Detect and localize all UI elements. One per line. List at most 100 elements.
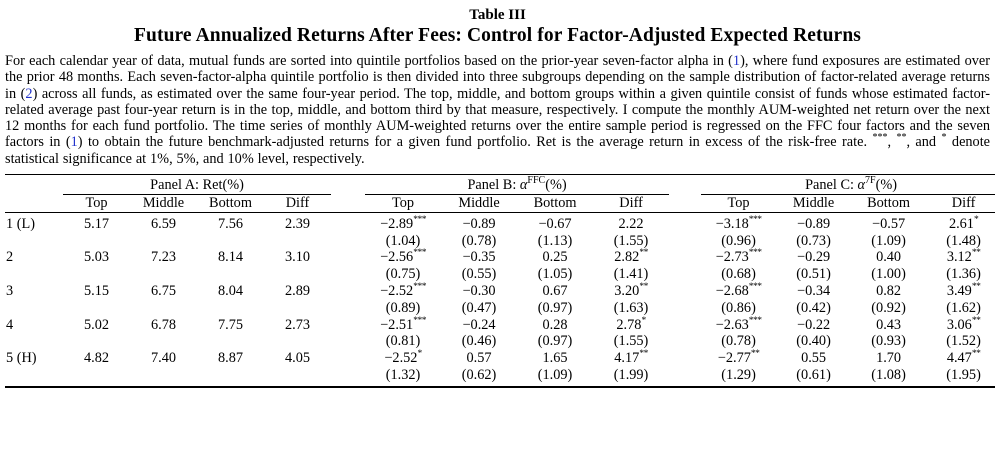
significance-stars: ** bbox=[896, 132, 907, 144]
cell-se-ffc: (0.62) bbox=[441, 367, 518, 388]
panel-gap bbox=[331, 266, 365, 283]
cell-alpha-ffc: 1.65 bbox=[542, 350, 568, 367]
col-header-top: Top bbox=[701, 194, 777, 213]
cell-se-7f: (1.09) bbox=[871, 232, 906, 249]
cell-se-ffc: (1.05) bbox=[537, 266, 573, 283]
panel-gap bbox=[669, 174, 702, 195]
cell-alpha-ffc: 2.22 bbox=[618, 215, 644, 232]
table-row-estimates: 2 5.03 7.23 8.14 3.10 −2.56*** −0.35 0.25 2.82**… bbox=[5, 249, 995, 266]
cell-se-ffc: (1.32) bbox=[365, 367, 442, 388]
cell-empty bbox=[197, 300, 264, 317]
cell-se-7f: (1.08) bbox=[851, 367, 927, 388]
significance-stars: ** bbox=[971, 349, 981, 360]
panel-gap bbox=[331, 194, 366, 213]
cell-empty bbox=[197, 266, 264, 283]
cell-ret: 6.59 bbox=[150, 215, 177, 232]
cell-alpha-7f: 0.43 bbox=[876, 316, 902, 333]
cell-se-ffc: (1.13) bbox=[537, 232, 573, 249]
panel-gap bbox=[331, 283, 365, 300]
cell-se-7f: (0.51) bbox=[796, 266, 831, 283]
panel-c-header: Panel C: α7F(%) bbox=[701, 174, 995, 195]
significance-stars: ** bbox=[639, 349, 648, 360]
panel-a-prefix: Panel A: bbox=[150, 176, 203, 193]
cell-se-ffc: (0.97) bbox=[537, 333, 573, 350]
cell-se-ffc: (1.63) bbox=[613, 299, 649, 316]
panel-a-header: Panel A: Ret(%) bbox=[63, 174, 332, 195]
panel-gap bbox=[669, 283, 701, 300]
table-row-estimates: 1 (L) 5.17 6.59 7.56 2.39 −2.89*** −0.89 −0.67 2… bbox=[5, 212, 995, 232]
cell-se-7f: (0.86) bbox=[721, 299, 756, 316]
table-description: For each calendar year of data, mutual f… bbox=[5, 53, 991, 167]
cell-alpha-ffc: 4.17** bbox=[614, 349, 648, 367]
cell-se-7f: (0.78) bbox=[721, 333, 756, 350]
equation-link[interactable]: 2 bbox=[25, 85, 33, 102]
cell-se-7f: (0.73) bbox=[796, 232, 831, 249]
cell-ret: 2.89 bbox=[285, 283, 311, 300]
panel-gap bbox=[669, 317, 701, 334]
cell-se-ffc: (1.09) bbox=[517, 367, 594, 388]
col-header-top: Top bbox=[63, 194, 130, 213]
cell-alpha-ffc: −2.51*** bbox=[380, 315, 426, 333]
panel-gap bbox=[331, 249, 365, 266]
results-table: Panel A: Ret(%) Panel B: αFFC(%) Panel C… bbox=[5, 174, 995, 388]
cell-alpha-7f: −2.63*** bbox=[715, 315, 762, 333]
col-header-diff: Diff bbox=[593, 194, 670, 213]
panel-gap bbox=[331, 174, 366, 195]
panel-gap bbox=[331, 212, 365, 232]
cell-ret: 5.03 bbox=[83, 249, 110, 266]
significance-stars: *** bbox=[748, 215, 762, 226]
cell-alpha-7f: −0.89 bbox=[797, 215, 831, 232]
col-header-top: Top bbox=[365, 194, 442, 213]
table-row-standard-errors: (0.81) (0.46) (0.97) (1.55) (0.78) (0.40) (0.9… bbox=[5, 333, 995, 350]
significance-stars: ** bbox=[750, 349, 760, 360]
cell-se-ffc: (0.75) bbox=[385, 266, 421, 283]
cell-empty bbox=[264, 300, 331, 317]
significance-stars: *** bbox=[413, 315, 426, 326]
cell-se-7f: (1.52) bbox=[946, 333, 981, 350]
cell-se-ffc: (0.55) bbox=[461, 266, 497, 283]
cell-empty bbox=[130, 233, 197, 250]
panel-c-symbol: α bbox=[857, 176, 866, 193]
cell-ret: 5.17 bbox=[83, 215, 110, 232]
cell-alpha-7f: 1.70 bbox=[876, 350, 902, 367]
cell-alpha-ffc: −2.56*** bbox=[380, 248, 426, 266]
cell-empty bbox=[130, 333, 197, 350]
cell-alpha-7f: 0.40 bbox=[876, 249, 902, 266]
panel-gap bbox=[331, 317, 365, 334]
panel-gap bbox=[669, 266, 701, 283]
cell-alpha-ffc: 0.28 bbox=[542, 316, 568, 333]
panel-gap bbox=[669, 233, 701, 250]
panel-b-header: Panel B: αFFC(%) bbox=[365, 174, 670, 195]
cell-alpha-7f: −2.77** bbox=[717, 349, 760, 367]
col-header-middle: Middle bbox=[441, 194, 518, 213]
cell-empty bbox=[63, 367, 130, 388]
significance-stars: *** bbox=[748, 248, 762, 259]
equation-link[interactable]: 1 bbox=[732, 53, 741, 69]
cell-se-7f: (0.93) bbox=[871, 333, 906, 350]
cell-alpha-ffc: 0.57 bbox=[466, 350, 492, 367]
cell-ret: 8.04 bbox=[217, 283, 244, 300]
cell-alpha-7f: −2.68*** bbox=[715, 282, 762, 300]
panel-gap bbox=[669, 300, 701, 317]
cell-se-ffc: (0.47) bbox=[461, 299, 497, 316]
cell-alpha-ffc: 2.82** bbox=[614, 248, 648, 266]
panel-gap bbox=[331, 300, 365, 317]
cell-alpha-7f: −3.18*** bbox=[715, 215, 762, 232]
row-label: 3 bbox=[6, 283, 14, 300]
panel-a-suffix: (%) bbox=[222, 176, 244, 193]
cell-empty bbox=[130, 367, 197, 388]
cell-ret: 7.75 bbox=[217, 316, 244, 333]
cell-se-7f: (0.68) bbox=[721, 266, 756, 283]
cell-alpha-ffc: −0.24 bbox=[462, 316, 496, 333]
cell-empty bbox=[264, 266, 331, 283]
panel-gap bbox=[669, 212, 701, 232]
panel-gap bbox=[331, 233, 365, 250]
panel-gap bbox=[331, 333, 365, 350]
cell-empty bbox=[264, 367, 332, 388]
equation-link[interactable]: 1 bbox=[70, 134, 78, 151]
cell-empty bbox=[264, 333, 331, 350]
cell-alpha-7f: 0.82 bbox=[876, 283, 902, 300]
significance-stars: * bbox=[417, 349, 422, 360]
cell-alpha-7f: 3.06** bbox=[946, 315, 981, 333]
cell-empty bbox=[130, 266, 197, 283]
